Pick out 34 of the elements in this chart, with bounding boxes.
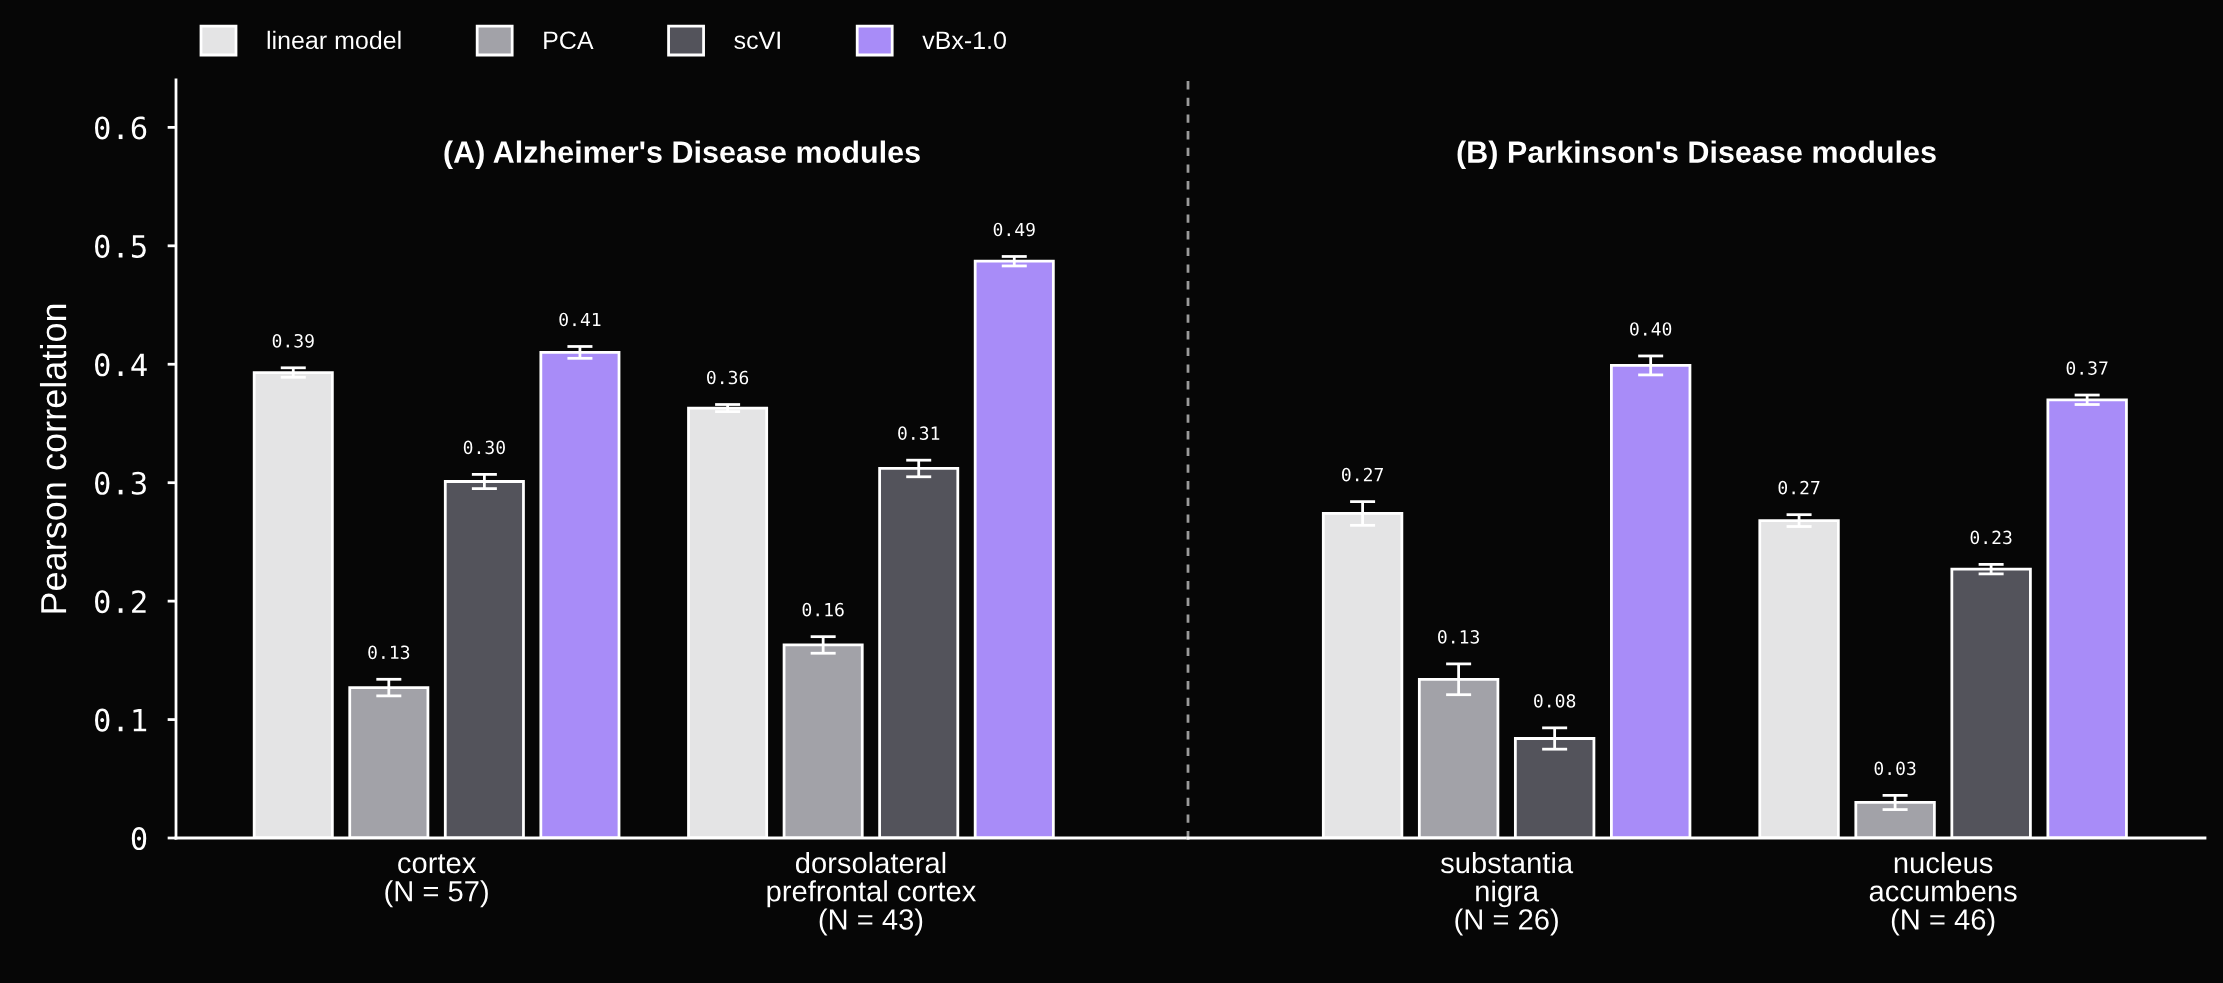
y-tick-label: 0.6 [95, 116, 147, 140]
data-label: 0.49 [993, 222, 1035, 237]
text: (A) Alzheimer's Disease modules [444, 140, 920, 169]
y-tick-label: 0.5 [95, 234, 146, 258]
legend-label: linear model [267, 30, 401, 50]
data-label: 0.13 [1438, 630, 1479, 644]
y-axis-title: Pearson correlation [39, 304, 67, 613]
data-label: 0.08 [1534, 694, 1576, 708]
data-label: 0.27 [1342, 467, 1383, 482]
data-label: 0.41 [559, 312, 601, 327]
data-label: 0.23 [1970, 530, 2012, 545]
y-tick-label: 0.1 [95, 708, 147, 732]
data-label: 0.37 [2066, 361, 2108, 375]
text: (B) Parkinson's Disease modules [1457, 140, 1936, 169]
data-label: 0.36 [707, 370, 749, 385]
x-tick-label: cortex (N = 57) [385, 854, 488, 908]
y-tick-label: 0.2 [95, 590, 146, 614]
data-label: 0.27 [1778, 480, 1820, 495]
data-label: 0.30 [463, 440, 505, 455]
data-label: 0.16 [802, 602, 844, 617]
legend-label: PCA [544, 31, 594, 50]
x-tick-label: dorsolateral prefrontal cortex (N = 43) [767, 851, 976, 936]
x-tick-label: substantia nigra (N = 26) [1440, 851, 1574, 936]
y-tick-label: 0 [131, 827, 147, 851]
data-label: 0.31 [898, 426, 940, 441]
data-label: 0.03 [1874, 761, 1916, 776]
legend-label: vBx-1.0 [922, 31, 1006, 50]
data-label: 0.40 [1630, 322, 1672, 336]
data-label: 0.13 [368, 645, 410, 660]
y-tick-label: 0.3 [95, 471, 146, 495]
y-tick-label: 0.4 [95, 353, 147, 377]
legend-label: scVI [734, 31, 780, 50]
data-label: 0.39 [272, 333, 314, 348]
x-tick-label: nucleus accumbens (N = 46) [1869, 851, 2017, 936]
